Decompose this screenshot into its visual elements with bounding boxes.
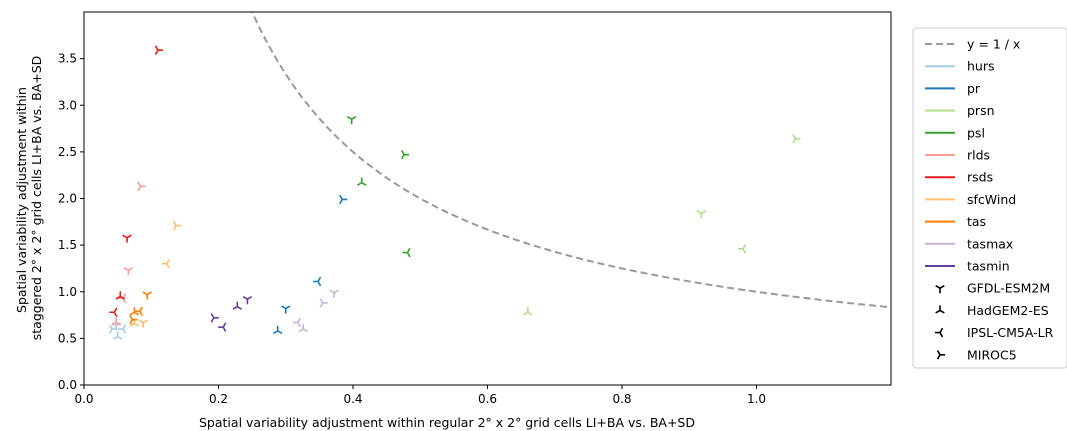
x-tick-label: 1.0 <box>747 392 766 406</box>
data-point-sfcwind-ipsl-cm5a-lr <box>161 259 170 269</box>
data-point-prsn-gfdl-esm2m <box>696 210 707 219</box>
y-tick-label: 2.5 <box>58 145 77 159</box>
data-point-tas-gfdl-esm2m <box>142 291 152 300</box>
reference-curve-line <box>251 12 891 309</box>
legend: y = 1 / x hurs pr prsn psl rlds rsds sfcWind tas… <box>912 27 1067 369</box>
legend-marker-miroc5 <box>936 350 945 360</box>
y-tick-label: 1.5 <box>58 238 77 252</box>
data-point-pr-hadgem2-es <box>272 325 283 335</box>
data-point-rsds-miroc5 <box>154 45 163 55</box>
legend-label-rsds: rsds <box>967 170 993 185</box>
x-tick-label: 0.4 <box>343 392 362 406</box>
legend-label-tasmin: tasmin <box>967 259 1010 274</box>
legend-label-ipsl-cm5a-lr: IPSL-CM5A-LR <box>967 325 1054 340</box>
data-point-sfcwind-gfdl-esm2m <box>138 319 148 328</box>
data-point-tasmax-hadgem2-es <box>298 324 308 333</box>
data-point-rlds-miroc5 <box>137 181 146 192</box>
data-point-tas-hadgem2-es <box>129 307 140 316</box>
data-point-hurs-hadgem2-es <box>112 331 123 340</box>
legend-label-pr: pr <box>967 81 981 96</box>
data-point-psl-gfdl-esm2m <box>346 116 357 125</box>
data-point-prsn-miroc5 <box>792 134 801 144</box>
data-point-sfcwind-miroc5 <box>172 220 182 231</box>
data-point-rsds-gfdl-esm2m <box>122 234 132 243</box>
data-point-pr-ipsl-cm5a-lr <box>313 276 322 287</box>
x-axis-label: Spatial variability adjustment within re… <box>199 415 695 430</box>
legend-marker-gfdl-esm2m <box>935 285 945 294</box>
legend-marker-hadgem2-es <box>935 305 945 314</box>
data-point-rsds-ipsl-cm5a-lr <box>109 307 118 317</box>
data-point-psl-miroc5 <box>400 149 410 160</box>
x-tick-label: 0.0 <box>74 392 93 406</box>
y-tick-label: 3.5 <box>58 52 77 66</box>
data-point-tasmax-gfdl-esm2m <box>329 289 339 298</box>
y-axis-label-line-2: staggered 2° x 2° grid cells LI+BA vs. B… <box>29 56 44 341</box>
data-point-tas-miroc5 <box>129 314 138 325</box>
data-point-psl-hadgem2-es <box>357 177 367 186</box>
data-point-tasmin-gfdl-esm2m <box>242 296 253 305</box>
legend-label-reference-curve: y = 1 / x <box>967 37 1020 52</box>
data-point-tasmin-miroc5 <box>210 313 219 323</box>
data-point-tasmax-miroc5 <box>319 298 328 308</box>
data-point-prsn-hadgem2-es <box>523 307 533 316</box>
plot-background <box>84 12 891 385</box>
legend-label-rlds: rlds <box>967 148 990 163</box>
x-tick-label: 0.6 <box>478 392 497 406</box>
data-point-psl-ipsl-cm5a-lr <box>402 247 411 258</box>
y-axis-label-line-1: Spatial variability adjustment within <box>14 87 29 313</box>
data-point-hurs-miroc5 <box>109 324 118 334</box>
legend-label-miroc5: MIROC5 <box>967 347 1017 362</box>
legend-label-gfdl-esm2m: GFDL-ESM2M <box>967 281 1050 296</box>
data-point-prsn-ipsl-cm5a-lr <box>738 244 747 254</box>
data-point-rlds-hadgem2-es <box>111 317 122 326</box>
y-tick-label: 0.0 <box>58 378 77 392</box>
y-tick-label: 0.5 <box>58 331 77 345</box>
x-axis: 0.0 0.2 0.4 0.6 0.8 1.0 <box>74 385 766 406</box>
x-tick-label: 0.8 <box>612 392 631 406</box>
data-point-tasmax-ipsl-cm5a-lr <box>292 317 302 328</box>
legend-label-tas: tas <box>967 214 986 229</box>
y-tick-label: 3.0 <box>58 98 77 112</box>
data-point-pr-gfdl-esm2m <box>281 305 291 314</box>
reference-curve-layer <box>251 12 891 309</box>
legend-label-hadgem2-es: HadGEM2-ES <box>967 303 1049 318</box>
legend-label-prsn: prsn <box>967 103 995 118</box>
y-axis-label: Spatial variability adjustment within st… <box>14 56 44 341</box>
legend-label-psl: psl <box>967 125 985 140</box>
data-point-tas-ipsl-cm5a-lr <box>134 306 144 317</box>
legend-label-tasmax: tasmax <box>967 236 1013 251</box>
x-tick-label: 0.2 <box>209 392 228 406</box>
data-point-tasmin-ipsl-cm5a-lr <box>218 322 227 332</box>
data-point-rlds-gfdl-esm2m <box>123 267 134 276</box>
legend-box <box>912 27 1067 369</box>
legend-marker-ipsl-cm5a-lr <box>935 327 944 338</box>
legend-label-hurs: hurs <box>967 59 995 74</box>
data-point-tasmin-hadgem2-es <box>232 301 243 310</box>
data-point-rsds-hadgem2-es <box>115 291 126 300</box>
legend-label-sfcwind: sfcWind <box>967 192 1016 207</box>
data-point-pr-miroc5 <box>339 194 348 205</box>
y-tick-label: 1.0 <box>58 285 77 299</box>
data-point-hurs-ipsl-cm5a-lr <box>118 324 127 334</box>
points-layer <box>109 45 801 340</box>
y-axis: 0.0 0.5 1.0 1.5 2.0 2.5 3.0 3.5 <box>58 52 84 392</box>
y-tick-label: 2.0 <box>58 192 77 206</box>
